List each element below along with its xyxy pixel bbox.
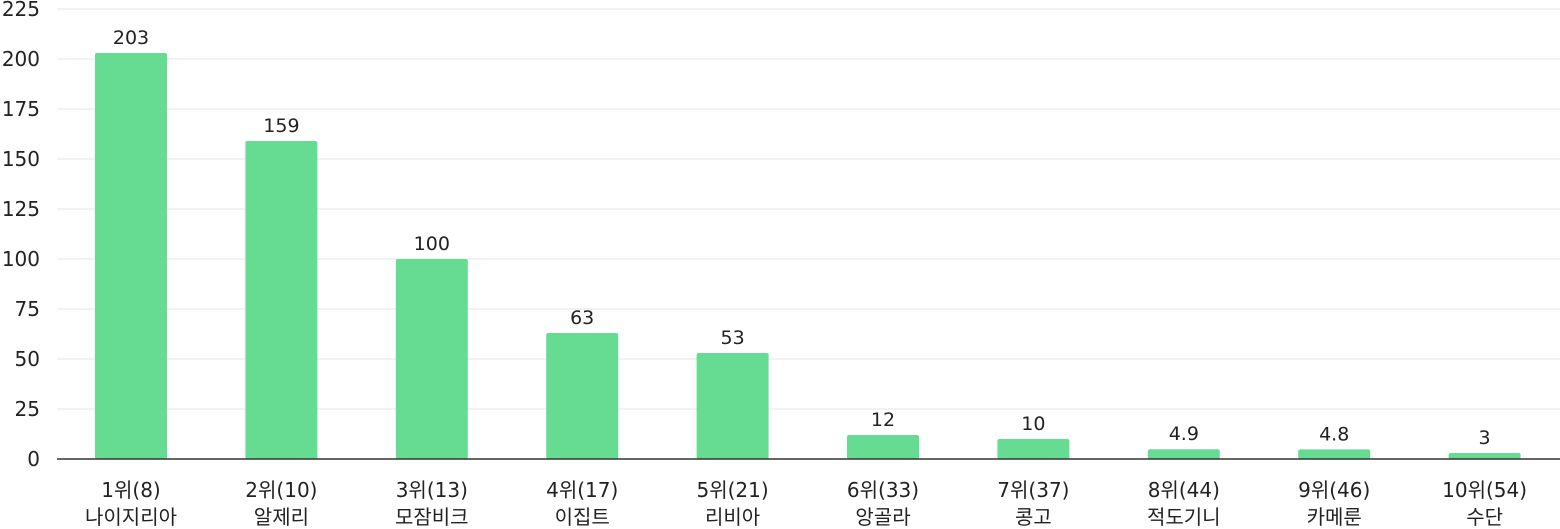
value-label: 53 (721, 327, 745, 349)
y-axis-ticks: 0 25 50 75 100 125 150 175 200 225 (2, 0, 40, 471)
category-rank-label: 8위(44) (1148, 478, 1220, 502)
category-labels: 1위(8) 나이지리아 2위(10) 알제리 3위(13) 모잠비크 4위(17) 이집트 5위… (85, 478, 1527, 529)
bar (1448, 453, 1521, 459)
value-label: 3 (1479, 427, 1491, 449)
category-rank-label: 3위(13) (396, 478, 468, 502)
y-tick-label: 125 (2, 197, 40, 221)
bar (1147, 449, 1220, 459)
value-labels: 203 159 100 63 53 12 10 4.9 4.8 3 (113, 27, 1491, 449)
value-label: 10 (1021, 413, 1045, 435)
category-rank-label: 9위(46) (1298, 478, 1370, 502)
bar (245, 141, 318, 459)
y-tick-label: 200 (2, 47, 40, 71)
value-label: 12 (871, 409, 895, 431)
bar (546, 333, 619, 459)
y-tick-label: 100 (2, 247, 40, 271)
bar (1298, 449, 1371, 459)
value-label: 63 (570, 307, 594, 329)
y-tick-label: 0 (27, 447, 40, 471)
y-tick-label: 225 (2, 0, 40, 21)
bar (395, 259, 468, 459)
category-rank-label: 5위(21) (697, 478, 769, 502)
value-label: 203 (113, 27, 149, 49)
category-country-label: 모잠비크 (395, 505, 469, 529)
category-rank-label: 1위(8) (101, 478, 160, 502)
category-rank-label: 7위(37) (997, 478, 1069, 502)
category-country-label: 카메룬 (1307, 505, 1362, 529)
bar (696, 353, 769, 459)
value-label: 159 (263, 115, 299, 137)
category-rank-label: 2위(10) (245, 478, 317, 502)
category-country-label: 적도기니 (1147, 505, 1221, 529)
bars (95, 53, 1521, 459)
bar (997, 439, 1070, 459)
value-label: 4.9 (1169, 423, 1199, 445)
y-tick-label: 175 (2, 97, 40, 121)
category-country-label: 나이지리아 (85, 505, 177, 529)
bar (847, 435, 919, 459)
category-country-label: 리비아 (705, 505, 760, 529)
category-country-label: 수단 (1466, 505, 1503, 529)
category-country-label: 알제리 (254, 505, 309, 529)
value-label: 100 (414, 233, 450, 255)
y-tick-label: 75 (15, 297, 40, 321)
category-country-label: 콩고 (1015, 505, 1052, 529)
category-rank-label: 6위(33) (847, 478, 919, 502)
y-tick-label: 50 (15, 347, 40, 371)
category-country-label: 앙골라 (855, 505, 910, 529)
y-tick-label: 25 (15, 397, 40, 421)
category-rank-label: 4위(17) (546, 478, 618, 502)
category-rank-label: 10위(54) (1442, 478, 1527, 502)
y-tick-label: 150 (2, 147, 40, 171)
bar (95, 53, 167, 459)
value-label: 4.8 (1319, 423, 1349, 445)
category-country-label: 이집트 (555, 505, 610, 529)
